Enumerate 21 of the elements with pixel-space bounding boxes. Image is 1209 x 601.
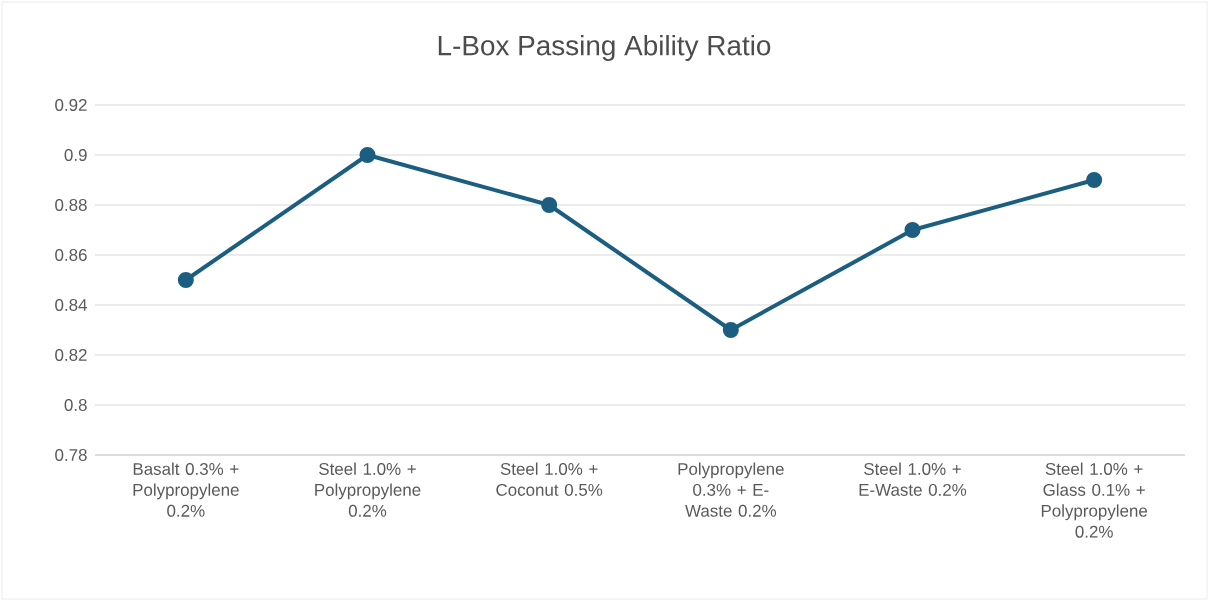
x-tick-label: Basalt 0.3% + Polypropylene 0.2% <box>133 462 239 517</box>
y-tick-label: 0.86 <box>55 249 87 261</box>
y-tick-label: 0.82 <box>55 349 87 361</box>
x-tick-label: Steel 1.0% + E-Waste 0.2% <box>859 462 967 496</box>
chart-title: L-Box Passing Ability Ratio <box>438 35 771 61</box>
y-tick-label: 0.84 <box>55 299 87 311</box>
point <box>359 147 376 163</box>
point <box>177 272 194 288</box>
x-tick-label: Steel 1.0% + Polypropylene 0.2% <box>315 462 421 517</box>
point <box>541 197 558 213</box>
y-tick-label: 0.88 <box>55 199 87 211</box>
y-tick-label: 0.92 <box>55 99 87 111</box>
y-tick-label: 0.9 <box>64 149 87 161</box>
x-tick-label: Steel 1.0% + Coconut 0.5% <box>496 462 603 496</box>
point <box>722 322 739 338</box>
point <box>1086 172 1103 188</box>
x-tick-label: Steel 1.0% + Glass 0.1% + Polypropylene 0.2% <box>1041 462 1148 538</box>
y-tick-label: 0.8 <box>64 399 87 411</box>
y-tick-label: 0.78 <box>55 449 87 461</box>
x-tick-label: Polypropylene 0.3% + E-Waste 0.2% <box>678 462 784 517</box>
point <box>904 222 921 238</box>
